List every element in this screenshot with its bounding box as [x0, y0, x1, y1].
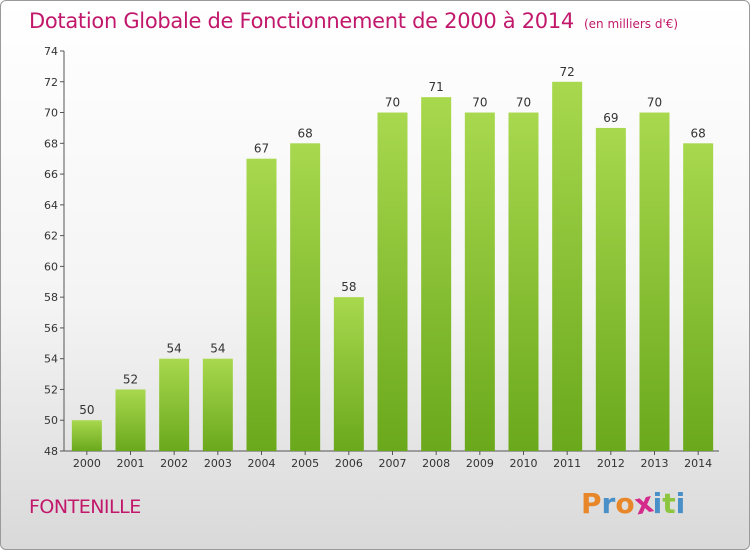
x-tick-label: 2008: [422, 457, 450, 470]
bar: [421, 97, 452, 452]
y-tick-label: 74: [44, 45, 58, 58]
y-tick-label: 66: [44, 168, 58, 181]
bar-value-label: 72: [560, 65, 575, 79]
bar-value-label: 71: [429, 80, 444, 94]
y-tick-label: 60: [44, 260, 58, 273]
x-tick-label: 2007: [379, 457, 407, 470]
chart-subtitle: (en milliers d'€): [583, 17, 679, 31]
bar: [115, 389, 146, 451]
bar: [159, 358, 190, 451]
x-tick-label: 2000: [73, 457, 101, 470]
bar: [333, 297, 364, 451]
y-tick-label: 64: [44, 199, 58, 212]
bar-value-label: 67: [254, 142, 269, 156]
bar: [202, 358, 233, 451]
bar: [683, 143, 714, 452]
y-tick-label: 50: [44, 414, 58, 427]
x-tick-label: 2002: [160, 457, 188, 470]
bar: [552, 81, 583, 452]
bar: [246, 158, 277, 451]
bar: [595, 127, 626, 451]
x-tick-label: 2005: [291, 457, 319, 470]
logo-letter: i: [675, 487, 686, 520]
x-tick-label: 2003: [204, 457, 232, 470]
bars: [71, 81, 714, 452]
x-tick-label: 2010: [510, 457, 538, 470]
y-tick-label: 68: [44, 137, 58, 150]
bar-value-label: 68: [691, 126, 706, 140]
y-tick-label: 58: [44, 291, 58, 304]
logo-letter: o: [615, 487, 635, 520]
bar-value-label: 70: [516, 96, 531, 110]
logo-letter: t: [662, 487, 676, 520]
chart-title: Dotation Globale de Fonctionnement de 20…: [29, 9, 679, 33]
logo-letter: r: [601, 487, 616, 520]
bar: [639, 112, 670, 452]
logo-letter: P: [581, 487, 602, 520]
x-tick-label: 2001: [117, 457, 145, 470]
y-tick-label: 52: [44, 383, 58, 396]
bar-value-label: 68: [298, 126, 313, 140]
bar-value-label: 54: [210, 342, 225, 356]
commune-name: FONTENILLE: [29, 496, 141, 518]
bar-value-label: 70: [472, 96, 487, 110]
bar: [290, 143, 321, 452]
x-tick-label: 2004: [248, 457, 276, 470]
x-tick-label: 2009: [466, 457, 494, 470]
y-tick-label: 54: [44, 353, 58, 366]
bar-value-label: 54: [167, 342, 182, 356]
y-tick-label: 70: [44, 107, 58, 120]
bar-value-label: 50: [79, 403, 94, 417]
x-tick-label: 2012: [597, 457, 625, 470]
bar-value-label: 70: [385, 96, 400, 110]
bar: [508, 112, 539, 452]
x-tick-label: 2014: [684, 457, 712, 470]
y-tick-label: 56: [44, 322, 58, 335]
proxiti-logo: Proxiti: [581, 485, 686, 521]
bar-value-label: 58: [341, 280, 356, 294]
bar-value-label: 69: [603, 111, 618, 125]
y-tick-label: 72: [44, 76, 58, 89]
x-tick-label: 2013: [641, 457, 669, 470]
bar-value-label: 70: [647, 96, 662, 110]
value-labels: 50 52 54 54 67 68 58 70 71 70 70 72 69 70 68: [79, 65, 706, 417]
bar-value-label: 52: [123, 372, 138, 386]
axes: 48 50 52 54 56 58 60 62 64 66 68 70 72 74 2000 2001 2002…: [44, 45, 719, 470]
bar: [377, 112, 408, 452]
logo-letter: i: [652, 487, 663, 520]
y-tick-label: 48: [44, 445, 58, 458]
bar: [71, 420, 102, 451]
x-tick-label: 2011: [553, 457, 581, 470]
x-tick-label: 2006: [335, 457, 363, 470]
y-tick-label: 62: [44, 230, 58, 243]
bar: [464, 112, 495, 452]
